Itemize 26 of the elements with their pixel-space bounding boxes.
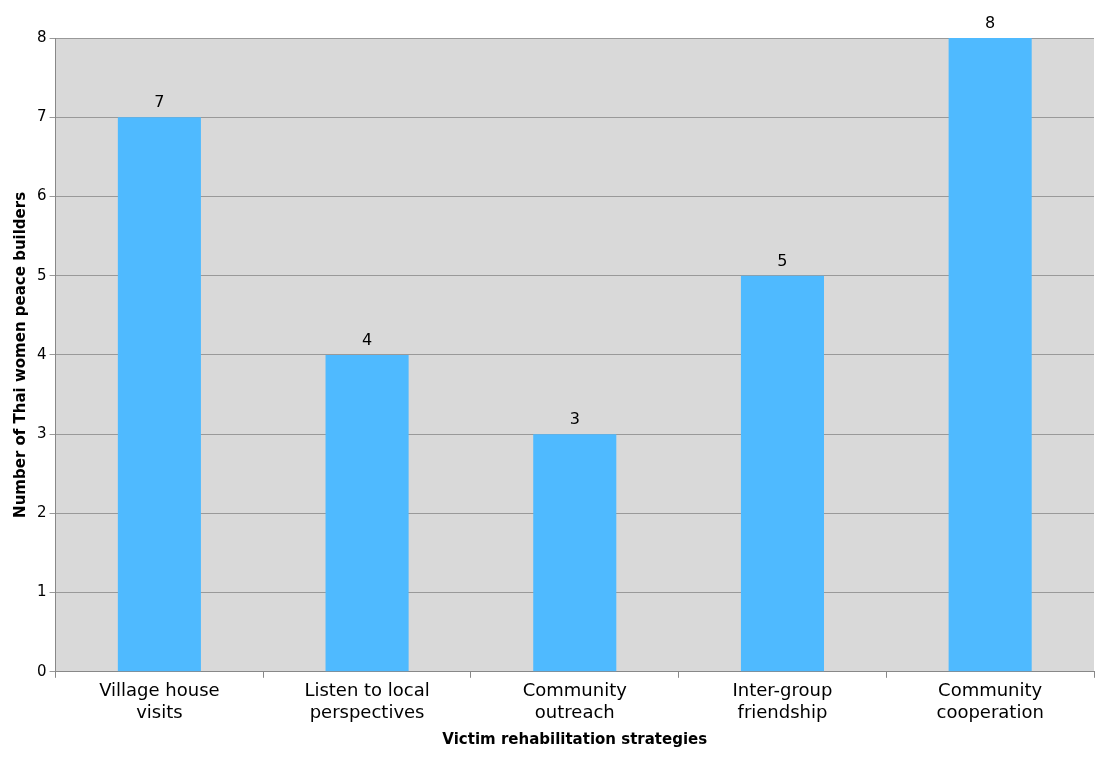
- y-tick-label: 5: [37, 265, 47, 284]
- y-tick-label: 1: [37, 582, 47, 601]
- x-tick-label: Listen to local perspectives: [304, 679, 430, 722]
- y-tick-label: 8: [37, 27, 47, 46]
- x-tick-label: Community outreach: [522, 679, 628, 722]
- data-label: 3: [569, 409, 580, 429]
- bar: [740, 275, 824, 672]
- y-tick-label: 4: [37, 344, 47, 363]
- data-label: 7: [154, 92, 165, 112]
- y-tick-label: 7: [37, 107, 47, 126]
- data-label: 8: [985, 13, 996, 33]
- y-tick-label: 6: [37, 186, 47, 205]
- bar: [117, 117, 201, 672]
- x-tick-label: Community cooperation: [936, 679, 1044, 722]
- data-label: 5: [777, 250, 788, 270]
- y-tick-label: 0: [37, 661, 47, 680]
- x-axis-title: Victim rehabilitation strategies: [442, 729, 708, 748]
- y-tick-label: 2: [37, 503, 47, 522]
- bar: [948, 38, 1032, 672]
- x-tick-label: Village house visits: [99, 679, 220, 722]
- bar: [533, 434, 617, 672]
- x-tick-label: Inter-group friendship: [732, 679, 833, 722]
- y-tick-label: 3: [37, 424, 47, 443]
- bar: [325, 354, 409, 672]
- y-axis-title: Number of Thai women peace builders: [10, 191, 29, 518]
- data-label: 4: [361, 330, 373, 350]
